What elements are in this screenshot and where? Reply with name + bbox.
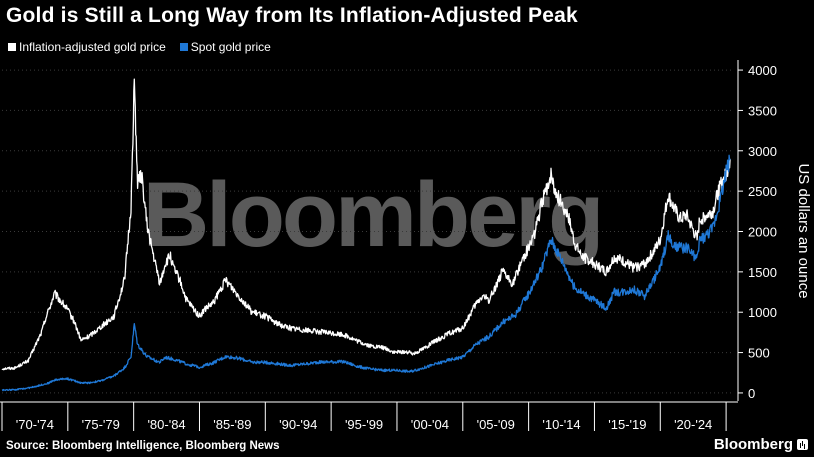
x-tick-label: '80-'84 — [147, 417, 185, 432]
y-axis-label: US dollars an ounce — [795, 163, 812, 298]
x-tick-label: '90-'94 — [279, 417, 317, 432]
y-axis: 0 500 1000 1500 2000 2500 3000 3500 4000 — [737, 60, 777, 401]
legend-label-inflation-adjusted: Inflation-adjusted gold price — [19, 40, 166, 54]
bloomberg-logo: Bloomberg — [714, 436, 808, 453]
legend: Inflation-adjusted gold price Spot gold … — [8, 40, 271, 54]
x-tick-label: '95-'99 — [345, 417, 383, 432]
x-axis: '70-'74 '75-'79 '80-'84 '85-'89 '90-'94 '95-'… — [0, 401, 738, 432]
x-tick-label: '00-'04 — [411, 417, 449, 432]
y-tick-label: 1500 — [748, 265, 777, 280]
x-tick-label: '20-'24 — [674, 417, 712, 432]
bloomberg-watermark: Bloomberg — [143, 164, 602, 266]
series-line-spot — [1, 154, 731, 392]
x-tick-label: '75-'79 — [82, 417, 120, 432]
series-lines — [1, 78, 731, 392]
y-tick-label: 3000 — [748, 144, 777, 159]
x-tick-label: '85-'89 — [213, 417, 251, 432]
chart-title: Gold is Still a Long Way from Its Inflat… — [6, 4, 578, 27]
legend-item-spot: Spot gold price — [179, 40, 271, 54]
legend-item-inflation-adjusted: Inflation-adjusted gold price — [8, 40, 166, 54]
y-tick-label: 4000 — [748, 63, 777, 78]
y-tick-label: 2500 — [748, 184, 777, 199]
chart-icon — [797, 439, 808, 450]
y-tick-label: 500 — [748, 346, 770, 361]
x-tick-label: '15-'19 — [608, 417, 646, 432]
series-line-inflation-adjusted — [1, 78, 731, 371]
x-tick-label: '10-'14 — [542, 417, 580, 432]
legend-swatch-inflation-adjusted — [8, 43, 16, 51]
x-tick-label: '70-'74 — [16, 417, 54, 432]
x-tick-label: '05-'09 — [477, 417, 515, 432]
legend-swatch-spot — [179, 43, 188, 51]
y-tick-label: 1000 — [748, 305, 777, 320]
y-tick-label: 2000 — [748, 225, 777, 240]
source-note: Source: Bloomberg Intelligence, Bloomber… — [6, 440, 280, 452]
legend-label-spot: Spot gold price — [190, 40, 271, 54]
y-tick-label: 3500 — [748, 103, 777, 118]
y-tick-label: 0 — [748, 386, 755, 401]
